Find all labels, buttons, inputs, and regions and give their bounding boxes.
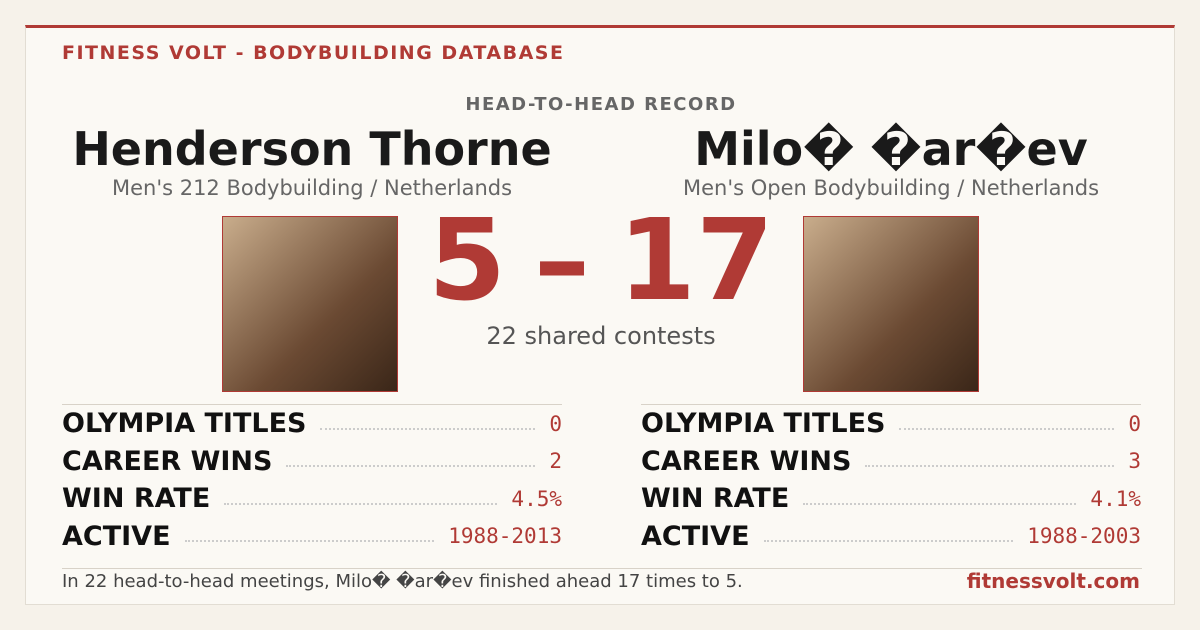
leader xyxy=(286,465,536,468)
stat-label: CAREER WINS xyxy=(62,445,273,477)
stat-row: ACTIVE 1988-2013 xyxy=(62,518,562,556)
score: 5–17 xyxy=(26,199,1176,323)
stat-value: 0 xyxy=(549,411,562,436)
leader xyxy=(184,540,435,543)
athlete-division: Men's Open Bodybuilding / Netherlands xyxy=(682,176,1100,200)
stat-label: ACTIVE xyxy=(641,520,750,552)
stat-value: 1988-2013 xyxy=(448,524,562,549)
stat-value: 2 xyxy=(549,449,562,474)
stat-row: OLYMPIA TITLES 0 xyxy=(62,405,562,443)
footer-summary: In 22 head-to-head meetings, Milo� �ar�e… xyxy=(62,571,743,592)
athlete-name: Milo� �ar�ev xyxy=(694,122,1088,176)
leader xyxy=(899,427,1115,430)
athlete-photo xyxy=(222,216,398,392)
stat-label: OLYMPIA TITLES xyxy=(62,408,307,440)
score-right: 17 xyxy=(618,196,774,326)
stat-value: 3 xyxy=(1128,449,1141,474)
stat-row: WIN RATE 4.5% xyxy=(62,480,562,518)
stat-label: CAREER WINS xyxy=(641,445,852,477)
score-left: 5 xyxy=(428,196,507,326)
leader xyxy=(224,502,498,505)
athlete-division: Men's 212 Bodybuilding / Netherlands xyxy=(111,176,513,200)
stat-value: 0 xyxy=(1128,411,1141,436)
stats: OLYMPIA TITLES 0 CAREER WINS 3 WIN RATE 4.1% A… xyxy=(641,404,1141,555)
leader xyxy=(803,502,1077,505)
stat-label: ACTIVE xyxy=(62,520,171,552)
stat-row: CAREER WINS 3 xyxy=(641,443,1141,481)
leader xyxy=(320,427,536,430)
athlete-name: Henderson Thorne xyxy=(72,122,552,176)
stat-value: 1988-2003 xyxy=(1027,524,1141,549)
leader xyxy=(865,465,1115,468)
stat-label: WIN RATE xyxy=(641,483,790,515)
score-separator: – xyxy=(534,196,591,326)
stat-row: OLYMPIA TITLES 0 xyxy=(641,405,1141,443)
brand: FITNESS VOLT - BODYBUILDING DATABASE xyxy=(62,42,565,64)
card: FITNESS VOLT - BODYBUILDING DATABASE HEA… xyxy=(25,25,1175,605)
stat-row: CAREER WINS 2 xyxy=(62,443,562,481)
leader xyxy=(763,540,1014,543)
section-title: HEAD-TO-HEAD RECORD xyxy=(465,94,737,115)
stat-label: OLYMPIA TITLES xyxy=(641,408,886,440)
score-caption: 22 shared contests xyxy=(486,322,716,350)
footer-rule xyxy=(62,568,1142,569)
stat-row: ACTIVE 1988-2003 xyxy=(641,518,1141,556)
site-link[interactable]: fitnessvolt.com xyxy=(966,569,1140,593)
stat-row: WIN RATE 4.1% xyxy=(641,480,1141,518)
stat-value: 4.5% xyxy=(511,486,562,511)
stats: OLYMPIA TITLES 0 CAREER WINS 2 WIN RATE 4.5% A… xyxy=(62,404,562,555)
stat-label: WIN RATE xyxy=(62,483,211,515)
stat-value: 4.1% xyxy=(1090,486,1141,511)
athlete-photo xyxy=(803,216,979,392)
